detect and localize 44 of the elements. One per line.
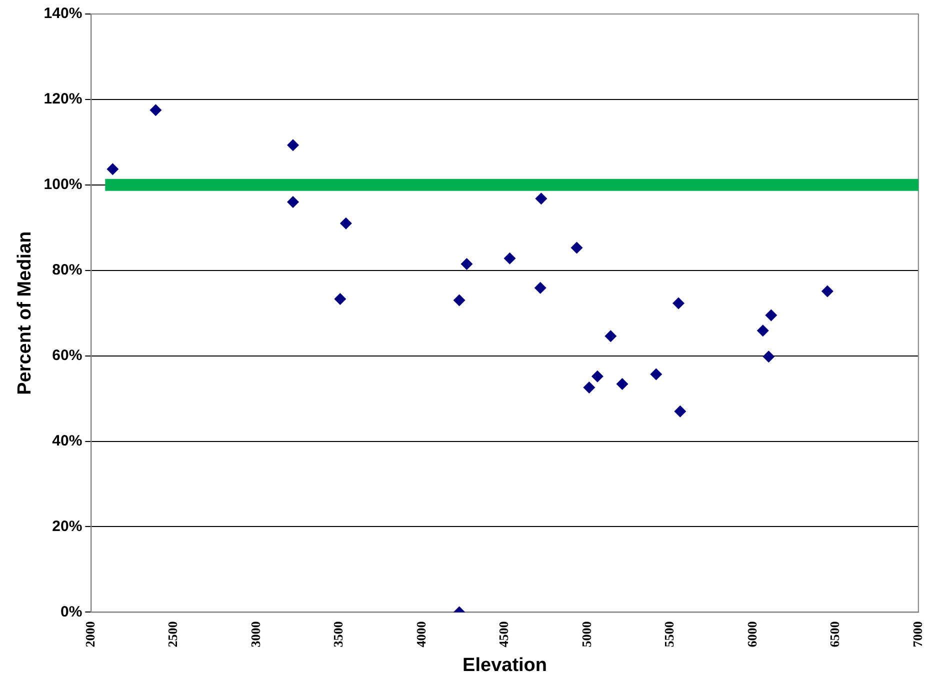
y-tick-label: 60%: [52, 346, 82, 364]
x-axis-title: Elevation: [462, 654, 548, 676]
point: [756, 324, 769, 337]
point: [460, 258, 473, 270]
x-tick-label: 3500: [330, 621, 346, 648]
point: [765, 309, 778, 322]
x-tick-label: 7000: [910, 621, 925, 648]
y-tick-label: 100%: [44, 176, 82, 194]
point: [672, 297, 684, 310]
point: [453, 294, 466, 306]
y-tick-label: 120%: [44, 90, 82, 108]
x-tick-label: 5500: [662, 621, 677, 648]
x-tick-label: 3000: [248, 621, 263, 648]
x-tick-label: 6500: [827, 621, 842, 648]
y-tick-label: 40%: [52, 432, 82, 450]
point: [534, 282, 546, 294]
x-tick-label: 6000: [744, 621, 760, 648]
point: [674, 405, 686, 418]
point: [616, 378, 628, 390]
point: [287, 139, 300, 152]
point: [570, 242, 583, 254]
point: [583, 381, 596, 394]
y-tick-label: 140%: [44, 5, 82, 22]
y-tick-label: 0%: [60, 603, 82, 620]
point: [762, 350, 775, 363]
x-tick-label: 2500: [165, 621, 180, 648]
point: [287, 196, 300, 208]
point: [340, 217, 352, 230]
point: [650, 368, 662, 380]
point: [106, 163, 119, 176]
point: [604, 330, 617, 342]
x-tick-label: 4500: [496, 621, 512, 648]
point: [150, 104, 162, 116]
y-tick-label: 80%: [52, 262, 82, 279]
y-tick-label: 20%: [52, 518, 82, 535]
x-tick-label: 4000: [413, 621, 428, 648]
point: [334, 293, 346, 305]
point: [535, 192, 548, 205]
point: [504, 252, 516, 264]
point: [821, 285, 834, 298]
x-tick-label: 5000: [578, 621, 594, 648]
x-tick-label: 2000: [82, 621, 98, 648]
point: [591, 370, 604, 382]
y-axis-title: Percent of Median: [14, 231, 36, 395]
